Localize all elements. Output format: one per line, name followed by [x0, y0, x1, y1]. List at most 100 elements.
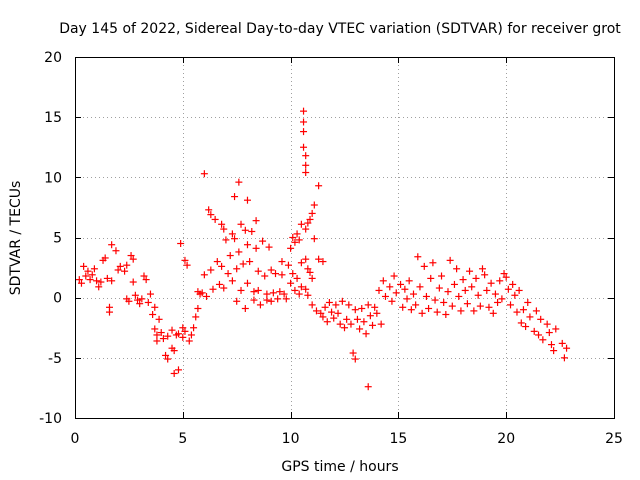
data-point [323, 318, 331, 326]
data-point [291, 238, 299, 246]
data-point [463, 300, 471, 308]
data-point [377, 320, 385, 328]
data-point [295, 290, 303, 298]
data-point [375, 286, 383, 294]
data-point [218, 220, 226, 228]
data-point [136, 300, 144, 308]
data-point [108, 277, 116, 285]
data-point [213, 258, 221, 266]
data-point [498, 295, 506, 303]
data-point [358, 304, 366, 312]
data-point [550, 347, 558, 355]
data-point [300, 118, 308, 126]
data-point [381, 292, 389, 300]
data-point [336, 320, 344, 328]
data-point [243, 241, 251, 249]
data-point [274, 295, 282, 303]
data-point [269, 289, 277, 297]
grid-lines [75, 57, 614, 418]
data-point [228, 230, 236, 238]
data-point [179, 333, 187, 341]
data-point [183, 261, 191, 269]
data-point [93, 277, 101, 285]
data-point [405, 277, 413, 285]
data-point [263, 290, 271, 298]
data-point [427, 274, 435, 282]
data-point [390, 272, 398, 280]
data-point [360, 318, 368, 326]
data-point [349, 349, 357, 357]
data-point [407, 306, 415, 314]
data-point [207, 211, 215, 219]
data-point [297, 220, 305, 228]
data-point [373, 309, 381, 317]
data-point [239, 260, 247, 268]
data-point [306, 268, 314, 276]
data-point [341, 324, 348, 332]
data-point [470, 307, 478, 315]
data-point [159, 335, 167, 343]
data-point [304, 265, 312, 273]
data-point [310, 235, 318, 243]
data-point [435, 284, 443, 292]
data-point [308, 301, 316, 309]
data-point [519, 306, 527, 314]
data-point [511, 291, 519, 299]
data-point [261, 272, 269, 280]
data-point [474, 291, 482, 299]
data-point [220, 225, 228, 233]
data-point [302, 255, 310, 263]
data-point [278, 258, 286, 266]
data-point [446, 256, 454, 264]
data-point [250, 288, 258, 296]
data-point [293, 230, 301, 238]
data-point [224, 270, 232, 278]
data-point [101, 254, 109, 262]
y-tick-label: -5 [48, 351, 62, 367]
data-point [392, 289, 400, 297]
data-point [308, 274, 316, 282]
data-point [483, 286, 491, 294]
data-point [526, 313, 534, 321]
data-point [315, 182, 323, 190]
data-point [287, 279, 295, 287]
data-point [289, 270, 297, 278]
data-point [134, 296, 142, 304]
data-point [457, 307, 465, 315]
data-point [88, 271, 96, 279]
data-point [414, 253, 422, 261]
data-point [306, 215, 314, 223]
data-point [276, 288, 284, 296]
data-point [142, 276, 150, 284]
data-point [364, 301, 372, 309]
x-tick-label: 5 [178, 431, 187, 447]
data-point [558, 339, 566, 347]
data-point [177, 240, 185, 248]
data-point [259, 237, 267, 245]
data-point [207, 266, 215, 274]
data-point [537, 315, 545, 323]
x-tick-label: 15 [389, 431, 407, 447]
data-point [254, 267, 262, 275]
data-point [297, 259, 305, 267]
data-point [153, 337, 161, 345]
data-point [164, 332, 172, 340]
data-point [444, 288, 452, 296]
data-point [356, 325, 364, 333]
data-point [243, 279, 251, 287]
data-point [481, 271, 489, 279]
x-tick-label: 10 [282, 431, 300, 447]
y-axis-label: SDTVAR / TECUs [8, 181, 24, 296]
data-point [409, 290, 417, 298]
data-point [487, 279, 495, 287]
data-point [231, 235, 239, 243]
data-point [478, 265, 486, 273]
data-point [397, 280, 405, 288]
data-point [403, 295, 411, 303]
data-point [75, 276, 83, 284]
data-point [151, 303, 159, 311]
data-point [218, 262, 226, 270]
data-point [194, 304, 202, 312]
data-point [440, 298, 448, 306]
